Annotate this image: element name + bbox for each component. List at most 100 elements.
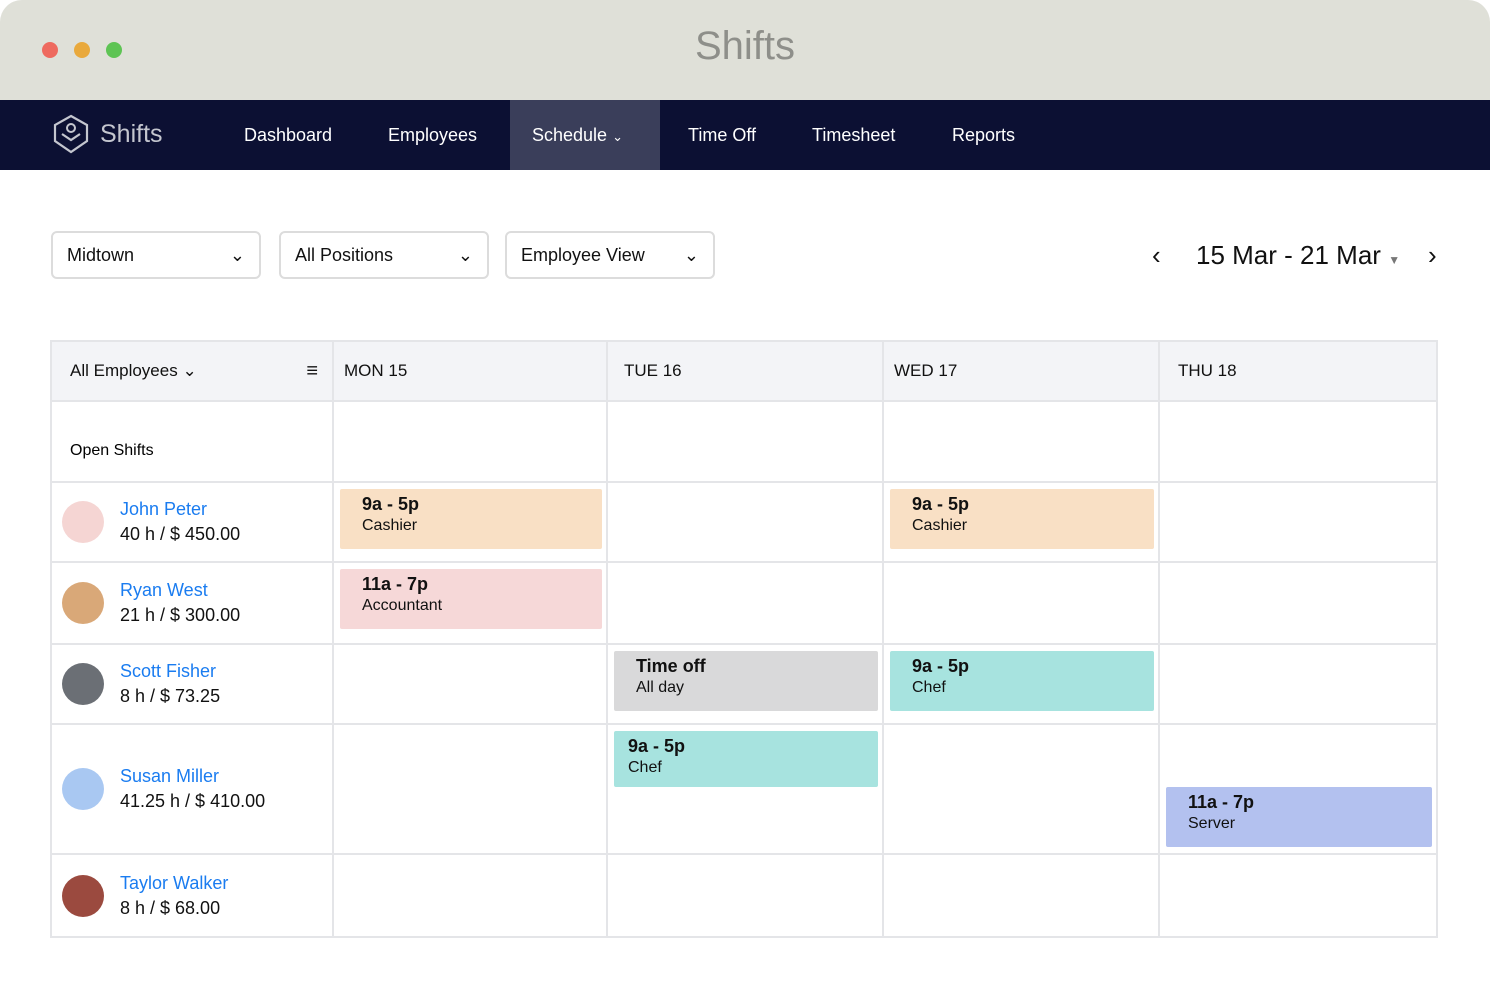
shift-block[interactable]: 9a - 5p Chef — [614, 731, 878, 787]
employee-row: John Peter 40 h / $ 450.00 9a - 5p Cashier… — [52, 481, 1436, 561]
open-shift-cell[interactable] — [882, 402, 1158, 481]
next-week-button[interactable]: › — [1428, 240, 1437, 270]
nav-employees[interactable]: Employees — [388, 125, 478, 145]
employee-row: Ryan West 21 h / $ 300.00 11a - 7p Account… — [52, 561, 1436, 643]
schedule-cell[interactable] — [1158, 645, 1436, 723]
sort-icon[interactable]: ≡ — [306, 359, 318, 382]
nav-schedule-label: Schedule — [532, 125, 608, 145]
employee-name[interactable]: Ryan West — [120, 580, 208, 600]
location-dropdown[interactable]: Midtown ⌄ — [51, 231, 261, 279]
shift-time: 9a - 5p — [628, 736, 686, 756]
shift-time: 11a - 7p — [1188, 792, 1255, 812]
avatar — [62, 874, 104, 917]
open-shift-cell[interactable] — [606, 402, 882, 481]
open-shift-cell[interactable] — [1158, 402, 1436, 481]
shift-time: 11a - 7p — [362, 574, 429, 594]
schedule-cell[interactable] — [332, 645, 606, 723]
schedule-cell[interactable]: Time off All day — [606, 645, 882, 723]
employee-cell: Ryan West 21 h / $ 300.00 — [52, 563, 332, 643]
shift-block[interactable]: Time off All day — [614, 651, 878, 711]
prev-week-button[interactable]: ‹ — [1152, 240, 1161, 270]
schedule-cell[interactable] — [606, 563, 882, 643]
schedule-grid: All Employees ⌄ ≡ MON 15 TUE 16 WED 17 TH… — [50, 340, 1438, 938]
nav-timesheet[interactable]: Timesheet — [812, 125, 896, 145]
brand-logo[interactable]: Shifts — [52, 114, 163, 154]
employee-row: Taylor Walker 8 h / $ 68.00 — [52, 853, 1436, 936]
schedule-cell[interactable]: 11a - 7p Accountant — [332, 563, 606, 643]
shift-block[interactable]: 11a - 7p Server — [1166, 787, 1432, 847]
employee-cell: Scott Fisher 8 h / $ 73.25 — [52, 645, 332, 723]
shift-block[interactable]: 9a - 5p Cashier — [890, 489, 1154, 549]
schedule-cell[interactable] — [882, 725, 1158, 853]
maximize-window-button[interactable] — [106, 42, 122, 58]
employee-row: Scott Fisher 8 h / $ 73.25 Time off All da… — [52, 643, 1436, 723]
shift-role: Cashier — [912, 517, 968, 534]
close-window-button[interactable] — [42, 42, 58, 58]
employee-name[interactable]: Susan Miller — [120, 766, 220, 786]
shift-role: Chef — [628, 759, 662, 776]
employee-name[interactable]: John Peter — [120, 499, 208, 519]
schedule-cell[interactable] — [882, 855, 1158, 936]
employee-name[interactable]: Taylor Walker — [120, 872, 229, 893]
open-shift-cell[interactable] — [332, 402, 606, 481]
avatar — [62, 501, 104, 543]
employee-filter[interactable]: All Employees ⌄ ≡ — [52, 342, 332, 400]
shift-time: 9a - 5p — [362, 494, 420, 514]
schedule-cell[interactable] — [1158, 855, 1436, 936]
employee-cell: Susan Miller 41.25 h / $ 410.00 — [52, 725, 332, 853]
view-value: Employee View — [521, 244, 645, 265]
employee-hours-cost: 21 h / $ 300.00 — [120, 605, 241, 625]
employee-hours-cost: 8 h / $ 73.25 — [120, 686, 221, 706]
shift-role: Server — [1188, 815, 1236, 832]
employee-row: Susan Miller 41.25 h / $ 410.00 9a - 5p Ch… — [52, 723, 1436, 853]
positions-dropdown[interactable]: All Positions ⌄ — [279, 231, 489, 279]
caret-down-icon: ▼ — [1388, 253, 1401, 267]
date-range-picker[interactable]: 15 Mar - 21 Mar ▼ — [1196, 240, 1400, 271]
nav-time-off[interactable]: Time Off — [688, 125, 757, 145]
nav-dashboard[interactable]: Dashboard — [244, 125, 333, 145]
day-header: TUE 16 — [606, 342, 882, 400]
schedule-cell[interactable]: 9a - 5p Cashier — [332, 483, 606, 561]
employee-hours-cost: 40 h / $ 450.00 — [120, 524, 241, 544]
avatar — [62, 663, 104, 705]
avatar — [62, 582, 104, 624]
schedule-cell[interactable] — [606, 855, 882, 936]
location-value: Midtown — [67, 244, 135, 265]
schedule-cell[interactable]: 9a - 5p Chef — [882, 645, 1158, 723]
chevron-down-icon: ⌄ — [182, 361, 197, 380]
schedule-cell[interactable]: 11a - 7p Server — [1158, 725, 1436, 853]
date-range: 15 Mar - 21 Mar — [1196, 240, 1381, 270]
chevron-down-icon: ⌄ — [229, 244, 245, 265]
open-shifts-row: Open Shifts — [52, 400, 1436, 481]
shift-role: Cashier — [362, 517, 418, 534]
view-dropdown[interactable]: Employee View ⌄ — [505, 231, 715, 279]
nav-reports[interactable]: Reports — [952, 125, 1016, 145]
schedule-cell[interactable]: 9a - 5p Chef — [606, 725, 882, 853]
shift-block[interactable]: 9a - 5p Cashier — [340, 489, 602, 549]
shift-time: Time off — [636, 656, 706, 676]
shift-role: Chef — [912, 679, 946, 696]
schedule-cell[interactable] — [332, 855, 606, 936]
positions-value: All Positions — [295, 244, 394, 265]
employee-filter-label: All Employees — [70, 361, 178, 380]
grid-header: All Employees ⌄ ≡ MON 15 TUE 16 WED 17 TH… — [52, 342, 1436, 400]
shifts-logo-icon — [53, 114, 89, 154]
schedule-cell[interactable] — [606, 483, 882, 561]
day-header: MON 15 — [332, 342, 606, 400]
open-shifts-label: Open Shifts — [70, 442, 154, 459]
window-title: Shifts — [694, 24, 796, 68]
employee-cell: Taylor Walker 8 h / $ 68.00 — [52, 855, 332, 936]
shift-block[interactable]: 11a - 7p Accountant — [340, 569, 602, 629]
schedule-cell[interactable]: 9a - 5p Cashier — [882, 483, 1158, 561]
shift-role: All day — [636, 679, 685, 696]
nav-schedule[interactable]: Schedule ⌄ — [510, 100, 660, 170]
minimize-window-button[interactable] — [74, 42, 90, 58]
schedule-cell[interactable] — [332, 725, 606, 853]
schedule-cell[interactable] — [882, 563, 1158, 643]
schedule-cell[interactable] — [1158, 483, 1436, 561]
shift-time: 9a - 5p — [912, 494, 970, 514]
window-titlebar: Shifts — [0, 0, 1490, 100]
shift-block[interactable]: 9a - 5p Chef — [890, 651, 1154, 711]
schedule-cell[interactable] — [1158, 563, 1436, 643]
employee-name[interactable]: Scott Fisher — [120, 661, 217, 681]
